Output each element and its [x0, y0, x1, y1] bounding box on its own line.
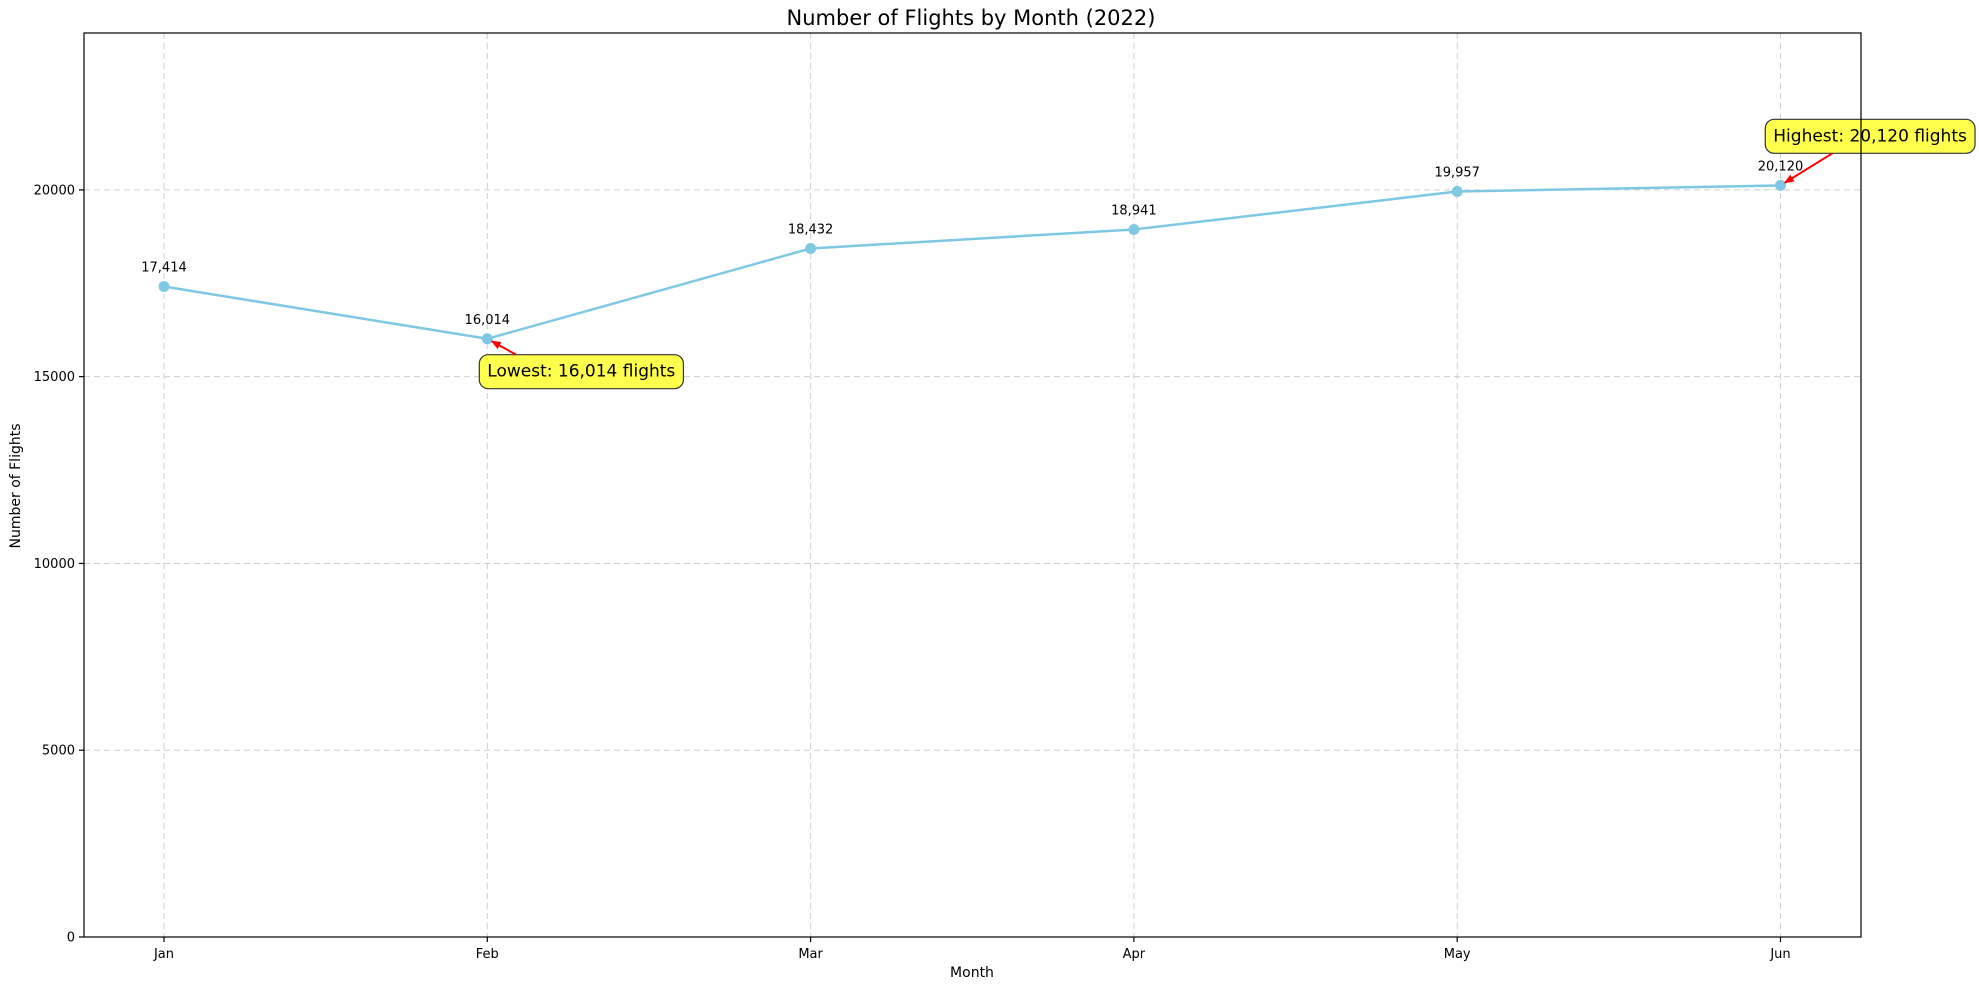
- y-tick-label: 10000: [34, 557, 75, 572]
- data-point: [1775, 179, 1786, 191]
- x-axis-label: Month: [950, 965, 994, 981]
- plot-frame: [83, 32, 1862, 938]
- data-label: 16,014: [465, 313, 511, 328]
- data-point: [158, 280, 170, 292]
- chart-title: Number of Flights by Month (2022): [787, 6, 1156, 30]
- y-tick-label: 5000: [42, 744, 75, 759]
- annotation: Highest: 20,120 flights: [1764, 118, 1976, 184]
- data-label: 18,432: [788, 222, 834, 237]
- x-tick-label: Feb: [476, 947, 499, 962]
- annotation-arrow: [490, 340, 517, 356]
- data-label: 18,941: [1111, 203, 1157, 218]
- data-point: [805, 242, 817, 254]
- annotation-arrow: [1783, 152, 1833, 184]
- data-label: 17,414: [141, 260, 187, 275]
- data-label: 20,120: [1758, 159, 1804, 174]
- y-axis: 0 5000 10000 15000 20000: [34, 183, 84, 946]
- series-line: [163, 184, 1781, 341]
- y-axis-label: Number of Flights: [8, 423, 24, 548]
- x-tick-label: May: [1444, 947, 1471, 962]
- data-point: [1128, 223, 1140, 235]
- x-tick-label: Jan: [153, 947, 174, 962]
- annotation-box: [1764, 118, 1976, 154]
- y-tick-label: 20000: [34, 183, 75, 198]
- annotation-text: Highest: 20,120 flights: [1773, 126, 1967, 146]
- annotations: Lowest: 16,014 flights Highest: 20,120 fl…: [478, 118, 1976, 390]
- grid: [84, 33, 1861, 938]
- series-flights: [158, 179, 1786, 345]
- x-axis: Jan Feb Mar Apr May Jun: [153, 937, 1791, 962]
- annotation: Lowest: 16,014 flights: [478, 340, 685, 390]
- x-tick-label: Mar: [798, 947, 823, 962]
- x-tick-label: Jun: [1769, 947, 1790, 962]
- annotation-text: Lowest: 16,014 flights: [487, 362, 675, 382]
- data-point: [1451, 185, 1463, 197]
- annotation-box: [478, 354, 685, 390]
- y-tick-label: 0: [67, 931, 75, 946]
- data-labels: 17,414 16,014 18,432 18,941 19,957 20,120: [141, 159, 1803, 327]
- data-point: [481, 333, 493, 345]
- x-tick-label: Apr: [1123, 947, 1146, 962]
- data-label: 19,957: [1434, 165, 1480, 180]
- y-tick-label: 15000: [34, 370, 75, 385]
